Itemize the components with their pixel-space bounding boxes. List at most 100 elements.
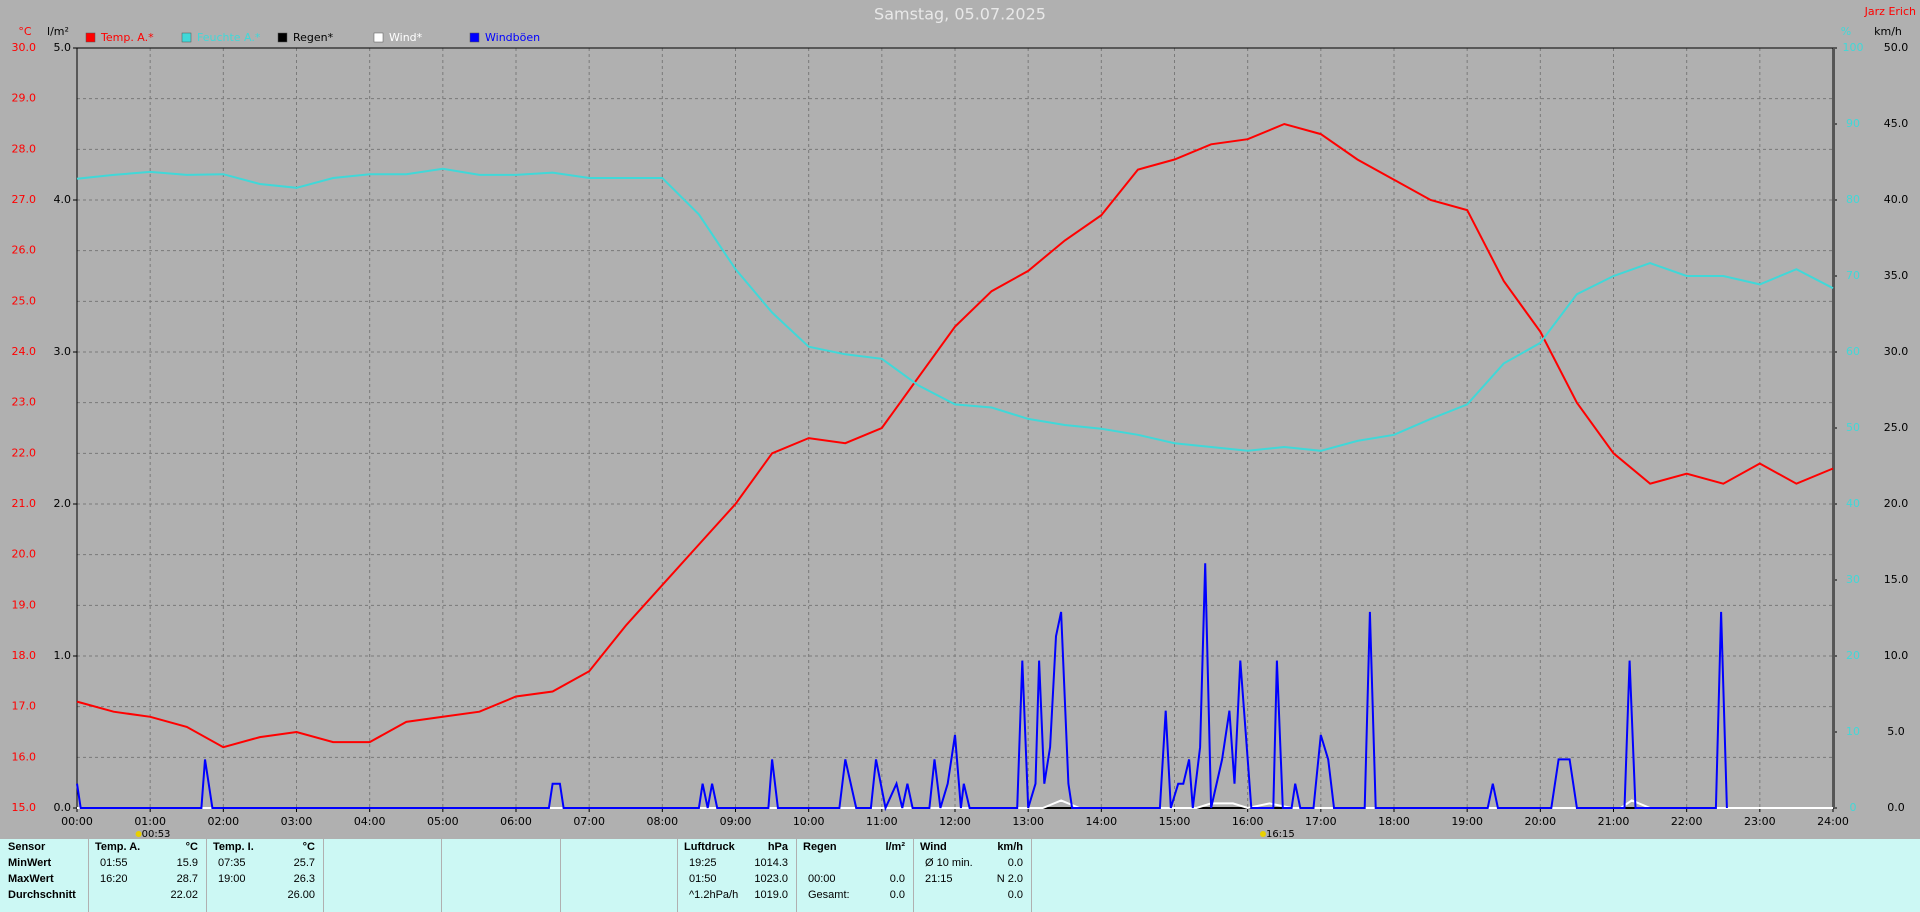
y-tick-label: 22.0 [12,446,37,459]
x-tick-label: 00:00 [61,815,93,828]
cell-label: 19:25 [689,857,717,869]
x-tick-label: 16:00 [1232,815,1264,828]
cell-label: 16:20 [100,873,128,885]
x-tick-label: 23:00 [1744,815,1776,828]
separator [88,839,89,912]
separator [206,839,207,912]
y-tick-label: 28.0 [12,142,37,155]
y4-tick-label: 60 [1846,345,1860,358]
annotation: 16:15 [1266,829,1295,839]
y-tick-label: 29.0 [12,92,37,105]
y4-tick-label: 90 [1846,117,1860,130]
y4-tick-label: 10 [1846,725,1860,738]
y2-tick-label: 10.0 [1884,649,1909,662]
cell-value: 22.02 [170,889,198,901]
x-tick-label: 20:00 [1524,815,1556,828]
legend-swatch [277,32,288,43]
cell-label: Ø 10 min. [925,857,973,869]
cell-label: 21:15 [925,873,953,885]
y3-tick-label: 1.0 [54,649,72,662]
annotation: 00:53 [142,829,171,839]
x-tick-label: 24:00 [1817,815,1849,828]
group-name: Wind [920,841,947,853]
cell-label: Gesamt: [808,889,850,901]
cell-value: 26.00 [287,889,315,901]
y-tick-label: 17.0 [12,700,37,713]
annotation-icon [1259,831,1266,837]
cell-label: 19:00 [218,873,246,885]
x-tick-label: 02:00 [207,815,239,828]
y4-tick-label: 40 [1846,497,1860,510]
annotation-icon [135,831,142,837]
series-line [76,122,1834,749]
row-head: MaxWert [8,873,54,885]
separator [677,839,678,912]
separator [913,839,914,912]
y4-tick-label: 70 [1846,269,1860,282]
series-line [76,167,1834,452]
y2-tick-label: 0.0 [1887,801,1905,814]
x-tick-label: 11:00 [866,815,898,828]
y4-tick-label: 100 [1843,41,1864,54]
x-tick-label: 14:00 [1085,815,1117,828]
y2-tick-label: 50.0 [1884,41,1909,54]
x-tick-label: 19:00 [1451,815,1483,828]
series-line [77,799,1833,810]
row-head: MinWert [8,857,52,869]
y-tick-label: 23.0 [12,396,37,409]
y2-tick-label: 35.0 [1884,269,1909,282]
x-tick-label: 09:00 [720,815,752,828]
y-tick-label: 20.0 [12,548,37,561]
cell-value: 1019.0 [754,889,788,901]
cell-value: 0.0 [1007,889,1023,901]
y3-axis-label: l/m² [47,25,69,38]
cell-label: 01:55 [100,857,128,869]
y4-tick-label: 30 [1846,573,1860,586]
legend-label: Regen* [293,31,334,44]
x-tick-label: 10:00 [793,815,825,828]
legend-swatch [469,32,480,43]
separator [796,839,797,912]
x-tick-label: 13:00 [1012,815,1044,828]
y4-axis-label: % [1841,25,1851,38]
group-unit: °C [185,841,198,853]
legend-label: Windböen [485,31,540,44]
x-tick-label: 04:00 [354,815,386,828]
row-head: Durchschnitt [8,889,76,901]
y-axis-label: °C [18,25,32,38]
cell-label: ^1.2hPa/h [689,889,739,901]
chart-title: Samstag, 05.07.2025 [874,5,1046,24]
cell-value: 15.9 [176,857,198,869]
y3-tick-label: 4.0 [54,193,72,206]
summary-table: Sensor MinWert MaxWert Durchschnitt Temp. A.… [0,839,1920,912]
separator [441,839,442,912]
y-tick-label: 16.0 [12,750,37,763]
cell-label: 07:35 [218,857,246,869]
y-tick-label: 25.0 [12,294,37,307]
x-tick-label: 06:00 [500,815,532,828]
cell-value: 0.0 [889,873,905,885]
y2-tick-label: 20.0 [1884,497,1909,510]
y4-tick-label: 0 [1850,801,1857,814]
cell-value: 0.0 [889,889,905,901]
legend-label: Wind* [389,31,423,44]
legend-label: Temp. A.* [100,31,154,44]
y3-tick-label: 2.0 [54,497,72,510]
group-unit: °C [302,841,315,853]
y2-tick-label: 5.0 [1887,725,1905,738]
y-tick-label: 24.0 [12,345,37,358]
y2-tick-label: 45.0 [1884,117,1909,130]
legend-swatch [85,32,96,43]
y3-tick-label: 3.0 [54,345,72,358]
cell-value: 25.7 [293,857,315,869]
legend-label: Feuchte A.* [197,31,261,44]
cell-value: N 2.0 [996,873,1023,885]
y4-tick-label: 80 [1846,193,1860,206]
group-unit: hPa [767,841,788,853]
y4-tick-label: 20 [1846,649,1860,662]
legend-swatch [373,32,384,43]
y-tick-label: 15.0 [12,801,37,814]
cell-value: 26.3 [293,873,315,885]
y2-axis-label: km/h [1874,25,1902,38]
